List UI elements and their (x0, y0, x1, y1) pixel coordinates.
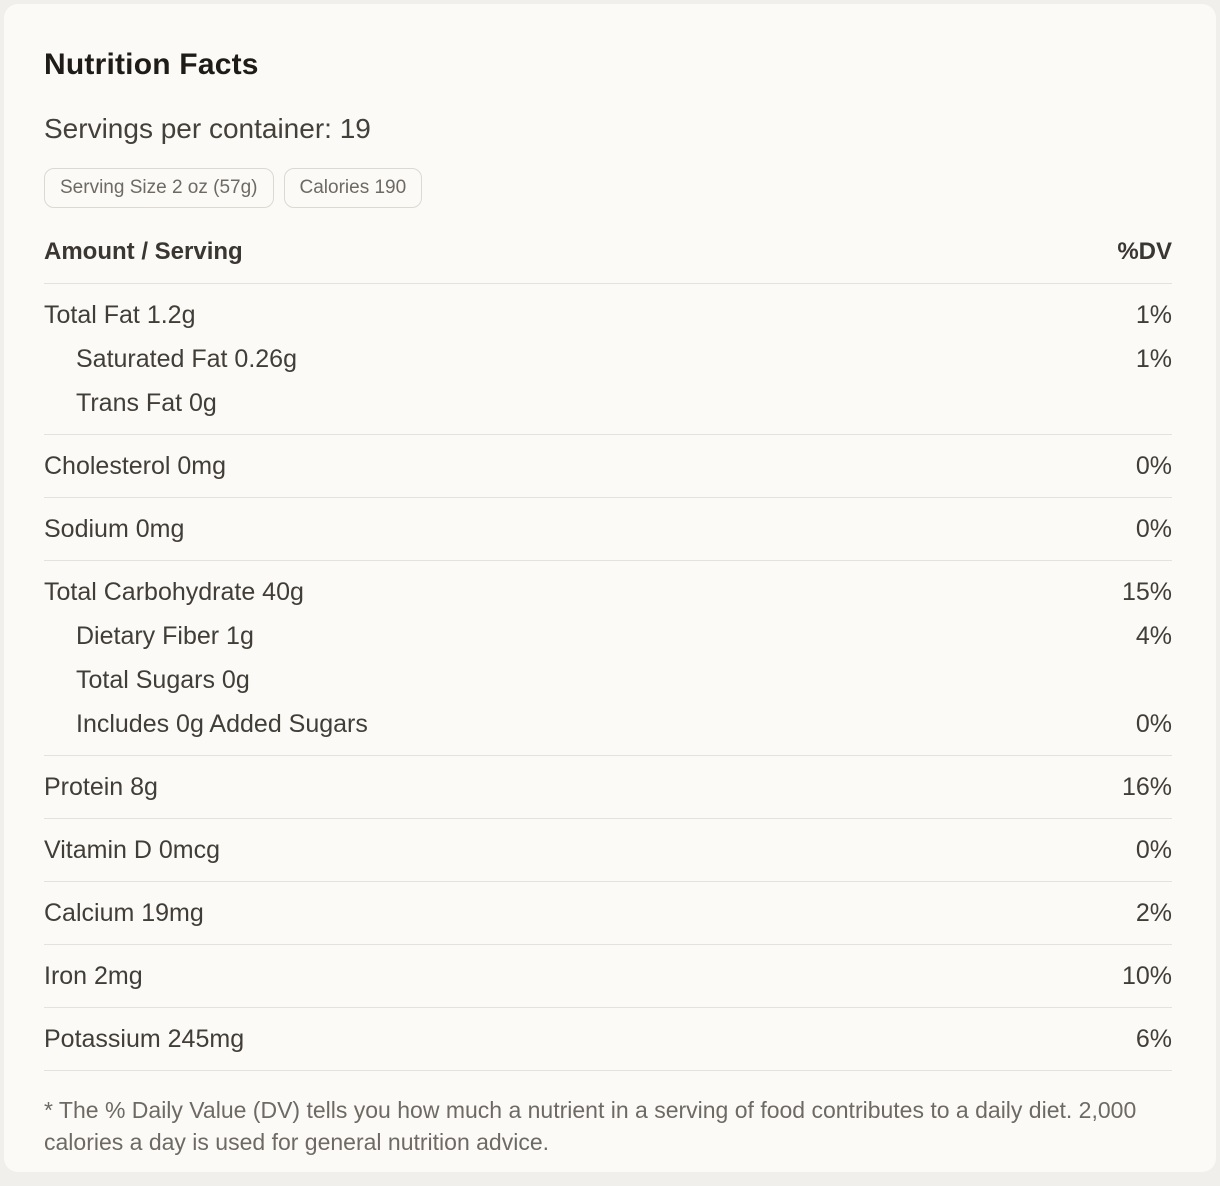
nutrient-label: Protein 8g (44, 772, 158, 801)
table-row-total-carbohydrate: Total Carbohydrate 40g 15% (44, 570, 1172, 614)
nutrient-label: Cholesterol 0mg (44, 451, 227, 480)
daily-value-footnote: * The % Daily Value (DV) tells you how m… (44, 1097, 1137, 1155)
dv-value: 1% (1135, 300, 1172, 329)
nutrient-label: Calcium 19mg (44, 898, 204, 927)
table-row-iron: Iron 2mg 10% (44, 954, 1172, 998)
cholesterol-group: Cholesterol 0mg 0% (44, 435, 1172, 498)
fat-group: Total Fat 1.2g 1% Saturated Fat 0.26g 1%… (44, 284, 1172, 435)
dv-value: 0% (1135, 514, 1172, 543)
dv-value: 0% (1135, 451, 1172, 480)
dv-column-header: %DV (1117, 238, 1172, 265)
nutrient-label: Iron 2mg (44, 961, 143, 990)
table-row-calcium: Calcium 19mg 2% (44, 891, 1172, 935)
calcium-group: Calcium 19mg 2% (44, 882, 1172, 945)
dv-value: 0% (1135, 709, 1172, 738)
serving-size-chip[interactable]: Serving Size 2 oz (57g) (44, 168, 274, 208)
table-row-saturated-fat: Saturated Fat 0.26g 1% (44, 337, 1172, 381)
vitamin-d-group: Vitamin D 0mcg 0% (44, 819, 1172, 882)
table-row-dietary-fiber: Dietary Fiber 1g 4% (44, 614, 1172, 658)
dv-value: 15% (1121, 577, 1172, 606)
page-title: Nutrition Facts (44, 48, 259, 81)
nutrient-label: Total Fat 1.2g (44, 300, 196, 329)
dv-value: 2% (1135, 898, 1172, 927)
table-row-sodium: Sodium 0mg 0% (44, 507, 1172, 551)
table-row-protein: Protein 8g 16% (44, 765, 1172, 809)
carbohydrate-group: Total Carbohydrate 40g 15% Dietary Fiber… (44, 561, 1172, 756)
dv-value: 6% (1135, 1024, 1172, 1053)
dv-value: 16% (1121, 772, 1172, 801)
potassium-group: Potassium 245mg 6% (44, 1008, 1172, 1071)
table-header: Amount / Serving %DV (44, 238, 1172, 284)
table-row-vitamin-d: Vitamin D 0mcg 0% (44, 828, 1172, 872)
table-row-added-sugars: Includes 0g Added Sugars 0% (44, 702, 1172, 746)
table-row-cholesterol: Cholesterol 0mg 0% (44, 444, 1172, 488)
nutrient-label: Saturated Fat 0.26g (76, 344, 297, 373)
dv-value: 1% (1135, 344, 1172, 373)
amount-serving-column-header: Amount / Serving (44, 238, 243, 265)
dv-value: 4% (1135, 621, 1172, 650)
sodium-group: Sodium 0mg 0% (44, 498, 1172, 561)
nutrient-label: Vitamin D 0mcg (44, 835, 220, 864)
info-chips-row: Serving Size 2 oz (57g) Calories 190 (44, 168, 1172, 208)
nutrient-label: Sodium 0mg (44, 514, 185, 543)
nutrient-label: Dietary Fiber 1g (76, 621, 254, 650)
table-row-potassium: Potassium 245mg 6% (44, 1017, 1172, 1061)
protein-group: Protein 8g 16% (44, 756, 1172, 819)
table-row-total-fat: Total Fat 1.2g 1% (44, 293, 1172, 337)
nutrient-label: Potassium 245mg (44, 1024, 245, 1053)
calories-chip[interactable]: Calories 190 (283, 168, 423, 208)
servings-per-container-text: Servings per container: 19 (44, 113, 371, 144)
dv-value: 10% (1121, 961, 1172, 990)
nutrition-facts-card: Nutrition Facts Servings per container: … (4, 4, 1216, 1172)
nutrient-label: Trans Fat 0g (76, 388, 217, 417)
nutrient-label: Total Carbohydrate 40g (44, 577, 304, 606)
dv-value: 0% (1135, 835, 1172, 864)
iron-group: Iron 2mg 10% (44, 945, 1172, 1008)
table-row-trans-fat: Trans Fat 0g (44, 381, 1172, 425)
nutrient-label: Total Sugars 0g (76, 665, 250, 694)
nutrient-label: Includes 0g Added Sugars (76, 709, 368, 738)
table-row-total-sugars: Total Sugars 0g (44, 658, 1172, 702)
